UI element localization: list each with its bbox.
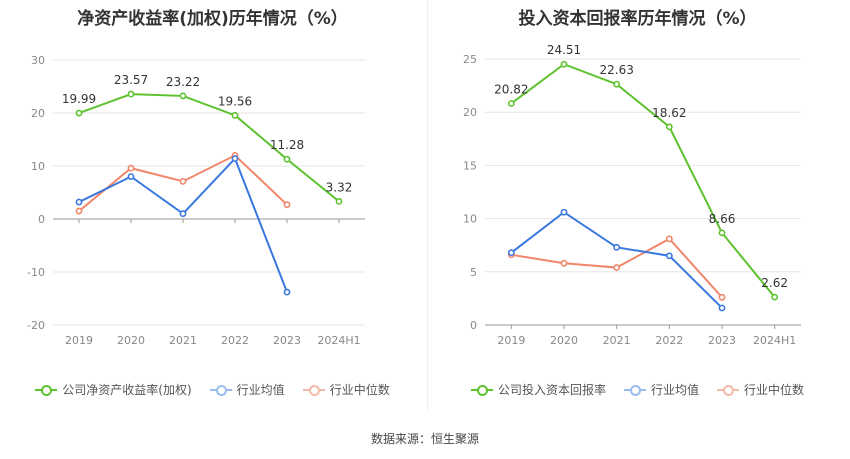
legend-swatch-median-icon (302, 384, 325, 396)
legend-swatch-avg-icon (209, 384, 232, 396)
data-point-median[interactable] (718, 293, 726, 301)
panel-divider (427, 0, 428, 410)
data-label: 11.28 (270, 138, 304, 152)
y-tick-label: -10 (27, 266, 45, 279)
roe-line-chart: -20 -10 0 10 20 30 2019 2020 2021 2022 2023 2024H1 1… (27, 54, 365, 347)
y-tick-label: 30 (31, 54, 45, 67)
data-label: 2.62 (761, 276, 788, 290)
y-tick-label: -20 (27, 319, 45, 332)
y-tick-label: 20 (463, 106, 477, 119)
data-point-median[interactable] (283, 201, 291, 209)
data-label: 23.22 (166, 75, 200, 89)
chart-legend: 公司投入资本回报率 行业均值 行业中位数 (425, 381, 850, 398)
x-tick-label: 2022 (221, 334, 249, 347)
data-label: 19.99 (62, 92, 96, 106)
y-tick-label: 10 (463, 213, 477, 226)
data-point-median[interactable] (665, 235, 673, 243)
x-tick-label: 2023 (708, 334, 736, 347)
data-point-company[interactable] (75, 109, 83, 117)
data-label: 22.63 (599, 63, 633, 77)
data-point-company[interactable] (335, 198, 343, 205)
x-tick-label: 2021 (603, 334, 631, 347)
chart-legend: 公司净资产收益率(加权) 行业均值 行业中位数 (0, 381, 425, 398)
data-point-avg[interactable] (665, 252, 673, 260)
data-label: 19.56 (218, 94, 252, 108)
roic-chart-panel: 投入资本回报率历年情况（%） 0 5 10 15 20 25 2019 2020 2021 202… (425, 0, 850, 410)
x-tick-label: 2019 (65, 334, 93, 347)
data-point-avg[interactable] (179, 210, 187, 218)
x-tick-label: 2022 (655, 334, 683, 347)
series-line-company (510, 63, 776, 298)
y-tick-label: 20 (31, 107, 45, 120)
y-tick-label: 15 (463, 159, 477, 172)
data-label: 20.82 (494, 82, 528, 96)
data-point-company[interactable] (231, 111, 239, 119)
data-point-company[interactable] (283, 155, 291, 163)
data-point-median[interactable] (127, 164, 135, 172)
legend-item-company[interactable]: 公司净资产收益率(加权) (35, 381, 192, 398)
legend-label: 行业中位数 (744, 383, 805, 397)
series-line-company (78, 93, 340, 203)
x-tick-label: 2020 (550, 334, 578, 347)
data-point-company[interactable] (127, 90, 135, 98)
data-label: 8.66 (709, 212, 736, 226)
data-source: 数据来源：恒生聚源 (370, 432, 479, 446)
legend-label: 公司投入资本回报率 (497, 383, 606, 397)
y-tick-label: 10 (31, 160, 45, 173)
data-point-avg[interactable] (560, 208, 568, 216)
data-point-company[interactable] (507, 100, 515, 107)
y-tick-label: 0 (38, 213, 45, 226)
x-tick-label: 2019 (497, 334, 525, 347)
data-point-avg[interactable] (283, 288, 291, 296)
x-tick-label: 2024H1 (317, 334, 360, 347)
data-point-avg[interactable] (718, 304, 726, 312)
data-point-avg[interactable] (613, 243, 621, 251)
data-point-median[interactable] (560, 259, 568, 267)
y-tick-label: 5 (470, 266, 477, 279)
legend-item-avg[interactable]: 行业均值 (209, 381, 285, 398)
roe-chart-panel: 净资产收益率(加权)历年情况（%） -20 -10 0 10 20 30 2019 2020 2… (0, 0, 425, 410)
data-point-company[interactable] (179, 92, 187, 100)
legend-item-median[interactable]: 行业中位数 (717, 381, 804, 398)
legend-swatch-median-icon (717, 384, 739, 396)
data-point-median[interactable] (75, 207, 83, 215)
y-tick-label: 25 (463, 53, 477, 66)
legend-swatch-avg-icon (623, 384, 646, 396)
data-label: 23.57 (114, 73, 148, 87)
roic-line-chart: 0 5 10 15 20 25 2019 2020 2021 2022 2023 2024H1 20.8… (463, 43, 801, 347)
legend-label: 行业均值 (650, 383, 699, 397)
x-tick-label: 2023 (273, 334, 301, 347)
data-point-avg[interactable] (127, 173, 135, 180)
data-label: 24.51 (547, 43, 581, 57)
data-point-avg[interactable] (231, 155, 239, 162)
data-point-median[interactable] (179, 177, 187, 185)
legend-label: 行业中位数 (329, 383, 390, 397)
chart-title: 净资产收益率(加权)历年情况（%） (77, 9, 348, 29)
x-tick-label: 2021 (169, 334, 197, 347)
legend-swatch-company-icon (470, 384, 493, 396)
data-point-company[interactable] (771, 293, 779, 301)
legend-item-median[interactable]: 行业中位数 (302, 381, 390, 398)
y-tick-label: 0 (470, 319, 477, 332)
data-point-company[interactable] (560, 60, 568, 68)
legend-label: 行业均值 (236, 383, 285, 397)
data-label: 18.62 (652, 106, 686, 120)
legend-swatch-company-icon (35, 384, 58, 396)
legend-item-avg[interactable]: 行业均值 (623, 381, 699, 398)
x-tick-label: 2020 (117, 334, 145, 347)
data-point-avg[interactable] (507, 249, 515, 257)
legend-label: 公司净资产收益率(加权) (62, 383, 192, 397)
x-tick-label: 2024H1 (753, 334, 796, 347)
data-point-company[interactable] (665, 123, 673, 131)
data-point-company[interactable] (613, 80, 621, 88)
legend-item-company[interactable]: 公司投入资本回报率 (470, 381, 606, 398)
data-point-company[interactable] (718, 229, 726, 237)
data-point-avg[interactable] (75, 198, 83, 206)
chart-title: 投入资本回报率历年情况（%） (518, 9, 757, 29)
data-point-median[interactable] (613, 264, 621, 271)
data-label: 3.32 (326, 180, 353, 194)
